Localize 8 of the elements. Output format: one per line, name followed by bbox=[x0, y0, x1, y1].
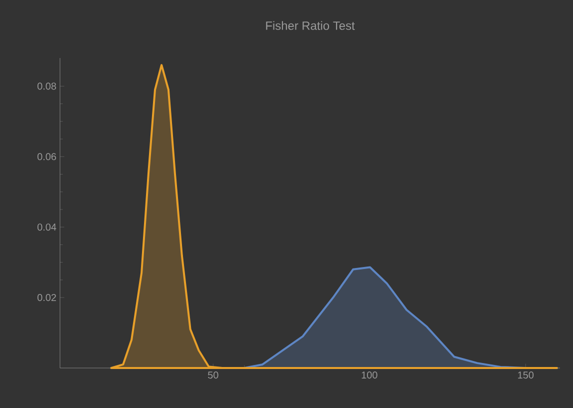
x-tick-label: 100 bbox=[362, 372, 378, 379]
y-tick-label: 0.08 bbox=[37, 82, 56, 90]
y-tick-label: 0.02 bbox=[37, 294, 56, 302]
x-tick-label: 50 bbox=[208, 372, 218, 379]
chart-title: Fisher Ratio Test bbox=[266, 21, 355, 30]
y-tick-label: 0.04 bbox=[37, 224, 56, 231]
y-tick-label: 0.06 bbox=[37, 153, 56, 160]
x-tick-label: 150 bbox=[518, 372, 534, 379]
